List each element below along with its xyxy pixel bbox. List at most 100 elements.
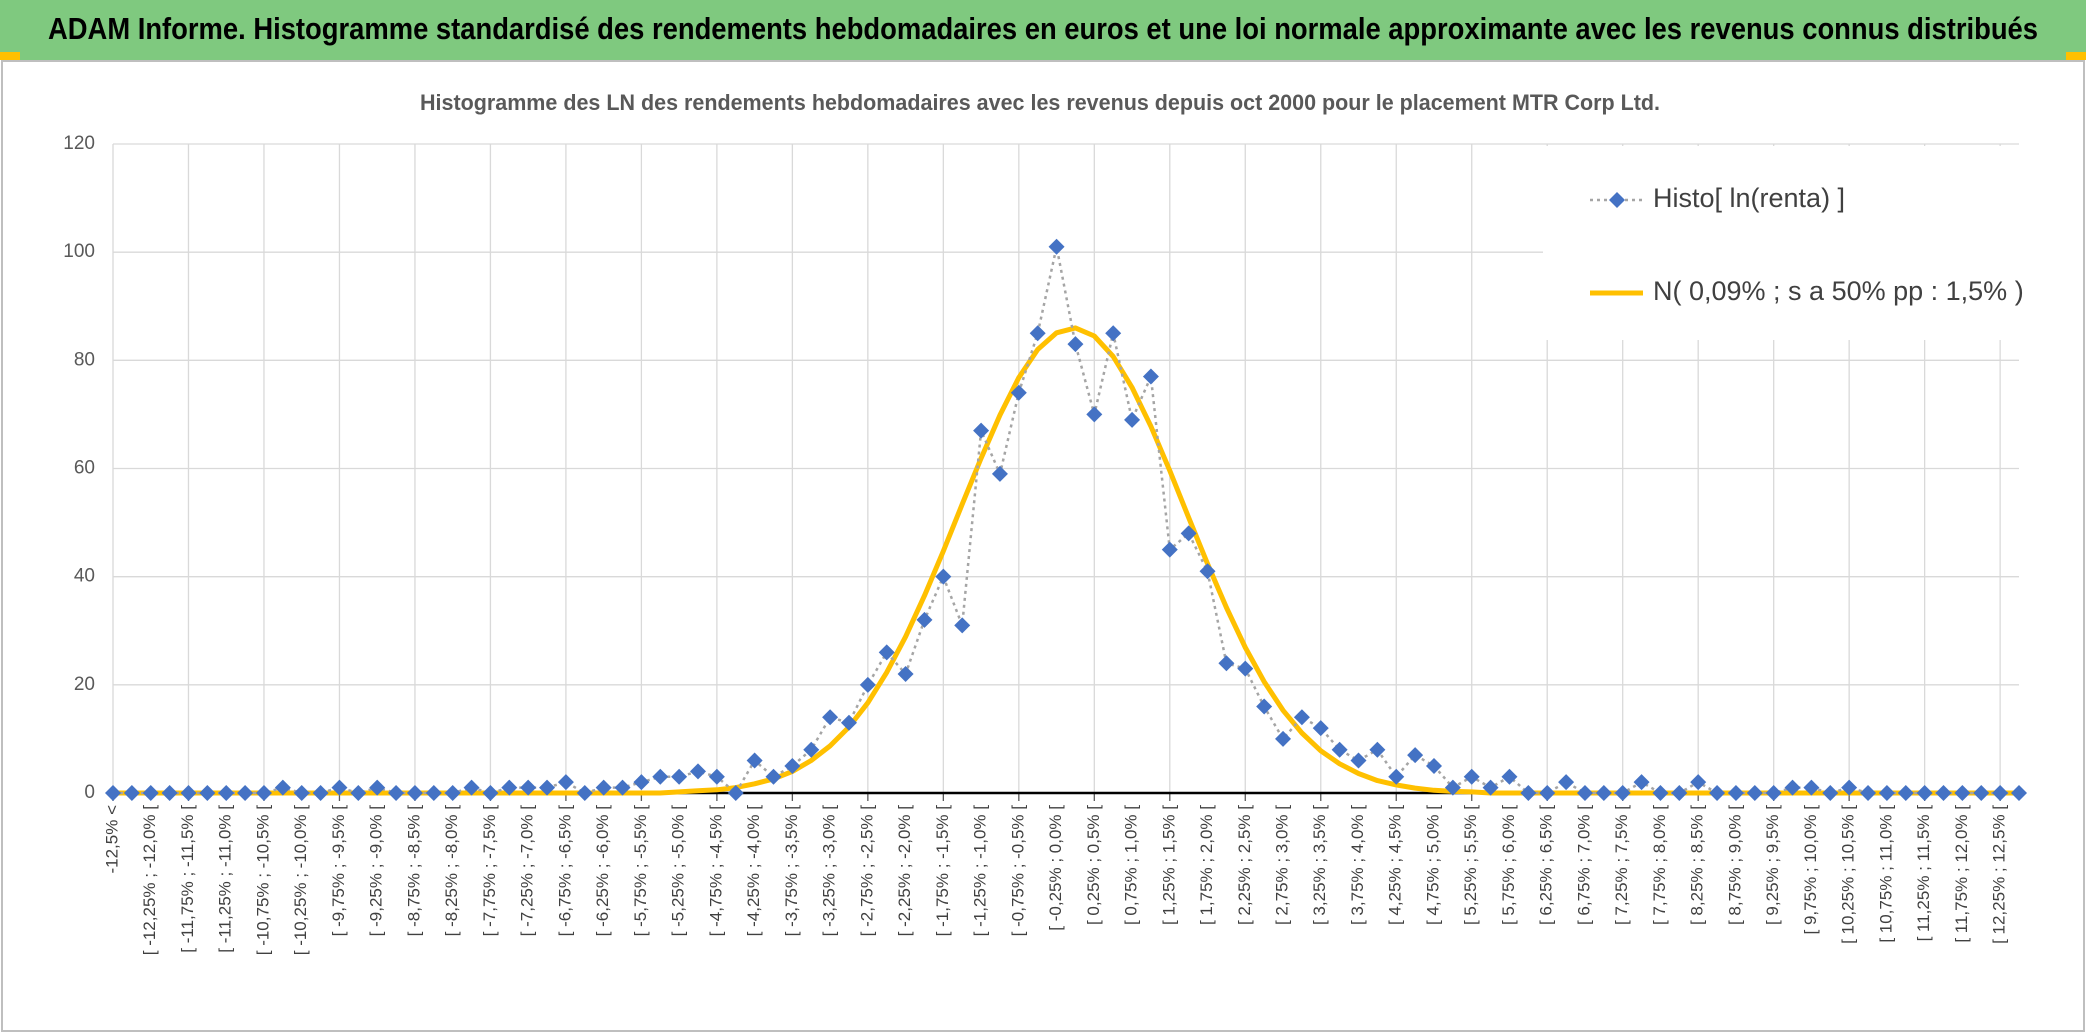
x-tick-label: [ -2,75% ; -2,5% [: [857, 805, 876, 937]
x-tick-label: [ 10,75% ; 11,0% [: [1876, 805, 1895, 943]
x-tick-label: [ 11,25% ; 11,5% [: [1914, 805, 1933, 942]
y-tick-label: 80: [74, 349, 95, 370]
histo-point: [1388, 768, 1405, 785]
x-tick-label: [ -2,25% ; -2,0% [: [895, 805, 914, 937]
histo-point: [180, 785, 197, 801]
x-tick-label: [ 6,25% ; 6,5% [: [1537, 805, 1556, 925]
histo-point: [1275, 730, 1292, 747]
histo-point: [293, 785, 310, 801]
histo-point: [406, 785, 423, 801]
histo-point: [1086, 406, 1103, 423]
x-tick-label: [ -7,75% ; -7,5% [: [480, 805, 499, 937]
y-tick-label: 20: [74, 674, 95, 695]
histo-point: [671, 768, 688, 785]
x-tick-label: [ -1,75% ; -1,5% [: [933, 805, 952, 937]
x-tick-label: [ 3,25% ; 3,5% [: [1310, 805, 1329, 925]
histo-point: [595, 779, 612, 796]
histo-point: [1407, 747, 1424, 764]
histo-point: [1709, 785, 1726, 801]
x-tick-label: [ -7,25% ; -7,0% [: [518, 805, 537, 937]
histo-point: [199, 785, 216, 801]
histo-point: [822, 709, 839, 726]
histo-point: [1444, 779, 1461, 796]
x-tick-label: [ -1,25% ; -1,0% [: [971, 805, 990, 937]
histo-point: [1105, 325, 1122, 342]
histo-point: [1595, 785, 1612, 801]
histo-point: [1501, 768, 1518, 785]
histo-point: [1010, 384, 1027, 401]
histo-point: [1180, 525, 1197, 542]
histo-point: [1935, 785, 1952, 801]
histo-point: [878, 644, 895, 661]
x-tick-label: [ 12,25% ; 12,5% [: [1990, 805, 2009, 944]
x-tick-label: [ 1,25% ; 1,5% [: [1159, 805, 1178, 925]
x-tick-label: [ 9,75% ; 10,0% [: [1801, 805, 1820, 935]
x-tick-label: [ -8,25% ; -8,0% [: [442, 805, 461, 937]
histo-point: [727, 785, 744, 801]
x-tick-label: [ -0,75% ; -0,5% [: [1008, 805, 1027, 937]
histo-point: [1973, 785, 1990, 801]
x-tick-label: [ -0,25% ; 0,0% [: [1046, 805, 1065, 931]
histo-point: [784, 757, 801, 774]
x-tick-label: [ 9,25% ; 9,5% [: [1763, 805, 1782, 925]
histo-point: [255, 785, 272, 801]
histo-point: [1124, 411, 1141, 428]
histo-point: [1954, 785, 1971, 801]
histo-point: [1878, 785, 1895, 801]
histo-point: [1142, 368, 1159, 385]
histo-point: [1256, 698, 1273, 715]
histo-point: [1671, 785, 1688, 801]
histo-point: [935, 568, 952, 585]
histo-point: [1331, 741, 1348, 758]
histo-point: [1633, 774, 1650, 791]
histo-point: [1746, 785, 1763, 801]
histo-point: [973, 422, 990, 439]
histo-point: [1312, 720, 1329, 737]
histo-point: [652, 768, 669, 785]
histo-point: [1029, 325, 1046, 342]
legend-box: [1543, 146, 2021, 340]
x-tick-label: [ -5,25% ; -5,0% [: [669, 805, 688, 937]
x-tick-label: [ 5,25% ; 5,5% [: [1461, 805, 1480, 925]
histo-point: [1576, 785, 1593, 801]
histo-point: [1822, 785, 1839, 801]
histo-point: [690, 763, 707, 780]
x-tick-label: [ -12,25% ; -12,0% [: [140, 805, 159, 956]
histo-point: [1199, 563, 1216, 580]
x-tick-label: [ 2,75% ; 3,0% [: [1273, 805, 1292, 925]
x-tick-label: [ -11,75% ; -11,5% [: [178, 805, 197, 953]
histo-point: [142, 785, 159, 801]
x-tick-label: [ -6,75% ; -6,5% [: [555, 805, 574, 937]
histo-point: [425, 785, 442, 801]
x-tick-label: [ -8,75% ; -8,5% [: [404, 805, 423, 937]
histo-point: [482, 785, 499, 801]
x-tick-label: [ 10,25% ; 10,5% [: [1839, 805, 1858, 944]
x-tick-label: [ 2,25% ; 2,5% [: [1235, 805, 1254, 925]
y-tick-label: 60: [74, 458, 95, 479]
histo-point: [1558, 774, 1575, 791]
legend-label: Histo[ ln(renta) ]: [1653, 183, 1845, 213]
histo-point: [1048, 238, 1065, 255]
histo-point: [1652, 785, 1669, 801]
histo-point: [991, 465, 1008, 482]
x-tick-label: [ -5,75% ; -5,5% [: [631, 805, 650, 937]
histo-point: [1841, 779, 1858, 796]
histo-point: [444, 785, 461, 801]
histo-point: [161, 785, 178, 801]
x-tick-label: [ 0,75% ; 1,0% [: [1122, 805, 1141, 925]
x-tick-label: [ 11,75% ; 12,0% [: [1952, 805, 1971, 943]
x-tick-label: [ 4,25% ; 4,5% [: [1386, 805, 1405, 925]
histo-point: [576, 785, 593, 801]
histo-point: [388, 785, 405, 801]
histo-point: [746, 752, 763, 769]
x-tick-label: [ 7,25% ; 7,5% [: [1612, 805, 1631, 925]
histo-point: [539, 779, 556, 796]
histo-point: [954, 617, 971, 634]
y-tick-label: 100: [63, 241, 95, 262]
x-tick-label: [ -4,25% ; -4,0% [: [744, 805, 763, 937]
histo-point: [859, 676, 876, 693]
x-tick-label: [ 6,75% ; 7,0% [: [1574, 805, 1593, 925]
x-tick-label: [ 8,75% ; 9,0% [: [1725, 805, 1744, 925]
